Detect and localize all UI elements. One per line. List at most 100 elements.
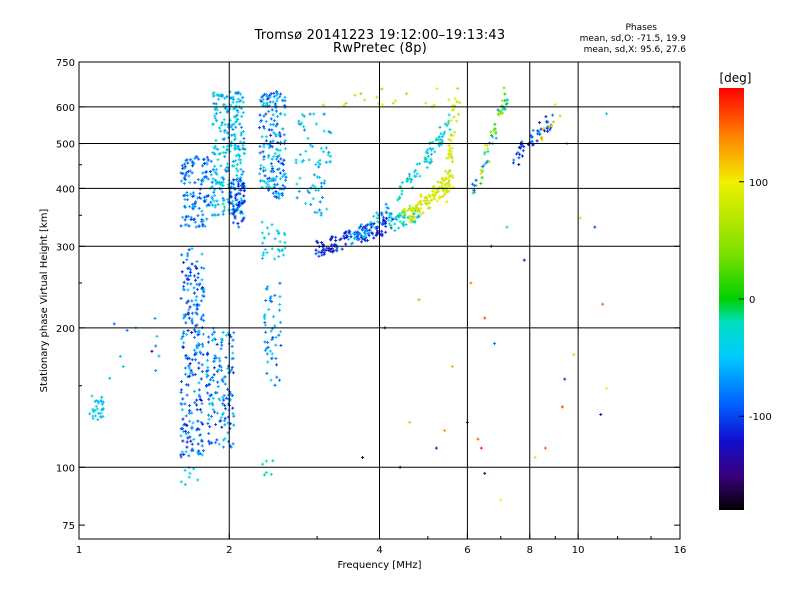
data-point xyxy=(186,356,190,360)
data-point xyxy=(239,106,243,110)
data-point xyxy=(197,449,201,453)
data-point xyxy=(213,164,217,168)
data-point xyxy=(408,204,412,208)
data-point xyxy=(101,408,105,412)
data-point xyxy=(425,159,429,163)
data-point xyxy=(185,333,189,337)
data-point xyxy=(223,423,227,427)
data-point xyxy=(499,111,503,115)
data-point xyxy=(198,433,202,437)
data-point xyxy=(278,95,282,99)
data-point xyxy=(270,223,274,227)
data-point xyxy=(511,161,515,165)
data-point xyxy=(220,368,224,372)
data-point xyxy=(193,372,197,376)
data-point xyxy=(200,278,204,282)
data-point xyxy=(344,101,348,105)
data-point xyxy=(483,150,487,154)
data-point xyxy=(271,113,275,117)
data-point xyxy=(497,113,501,117)
data-point xyxy=(221,180,225,184)
data-point xyxy=(185,423,189,427)
data-point xyxy=(214,119,218,123)
data-point xyxy=(263,313,267,317)
data-point xyxy=(375,95,379,99)
data-point xyxy=(222,398,226,402)
data-point xyxy=(267,96,271,100)
data-point xyxy=(278,295,282,299)
data-point xyxy=(277,159,281,163)
data-point xyxy=(229,445,233,449)
data-point xyxy=(230,365,234,369)
data-point xyxy=(491,135,495,139)
data-point xyxy=(227,126,231,130)
data-point xyxy=(284,178,288,182)
data-point xyxy=(199,377,203,381)
data-point xyxy=(182,452,186,456)
data-point xyxy=(436,180,440,184)
data-point xyxy=(183,166,187,170)
data-point xyxy=(500,111,504,115)
data-point xyxy=(231,100,235,104)
data-point xyxy=(235,100,239,104)
data-point xyxy=(317,250,321,254)
data-point xyxy=(447,144,451,148)
data-point xyxy=(209,159,213,163)
data-point xyxy=(240,173,244,177)
data-point xyxy=(229,201,233,205)
data-point xyxy=(184,354,188,358)
data-point xyxy=(184,450,188,454)
data-point xyxy=(437,144,441,148)
data-point xyxy=(188,274,192,278)
data-point xyxy=(225,144,229,148)
data-point xyxy=(402,220,406,224)
data-point xyxy=(213,114,217,118)
data-point xyxy=(359,92,363,96)
data-point xyxy=(302,114,306,118)
data-point xyxy=(277,333,281,337)
data-point xyxy=(215,342,219,346)
data-point xyxy=(335,246,339,250)
data-point xyxy=(195,403,199,407)
data-point xyxy=(232,138,236,142)
data-point xyxy=(381,103,385,107)
data-point xyxy=(483,316,487,320)
grid-lines xyxy=(79,62,680,539)
data-point xyxy=(258,98,262,102)
data-point xyxy=(183,193,187,197)
data-point xyxy=(212,410,216,414)
data-point xyxy=(231,127,235,131)
data-point xyxy=(214,138,218,142)
data-point xyxy=(273,183,277,187)
data-point xyxy=(279,177,283,181)
data-point xyxy=(242,199,246,203)
data-point xyxy=(593,225,597,229)
data-point xyxy=(368,228,372,232)
data-point xyxy=(192,467,196,471)
data-point xyxy=(194,278,198,282)
data-point xyxy=(221,202,225,206)
data-point xyxy=(361,455,365,459)
data-point xyxy=(189,215,193,219)
data-point xyxy=(300,121,304,125)
data-point xyxy=(184,423,188,427)
data-point xyxy=(273,102,277,106)
data-point xyxy=(425,201,429,205)
data-point xyxy=(216,380,220,384)
data-point xyxy=(398,220,402,224)
data-point xyxy=(371,232,375,236)
data-point xyxy=(394,99,398,103)
data-point xyxy=(241,218,245,222)
data-point xyxy=(322,250,326,254)
data-point xyxy=(212,379,216,383)
data-point xyxy=(298,152,302,156)
data-point xyxy=(196,276,200,280)
data-point xyxy=(278,148,282,152)
data-point xyxy=(223,106,227,110)
data-point xyxy=(201,171,205,175)
data-point xyxy=(307,191,311,195)
data-point xyxy=(214,171,218,175)
data-point xyxy=(389,216,393,220)
data-point xyxy=(193,351,197,355)
data-point xyxy=(425,166,429,170)
